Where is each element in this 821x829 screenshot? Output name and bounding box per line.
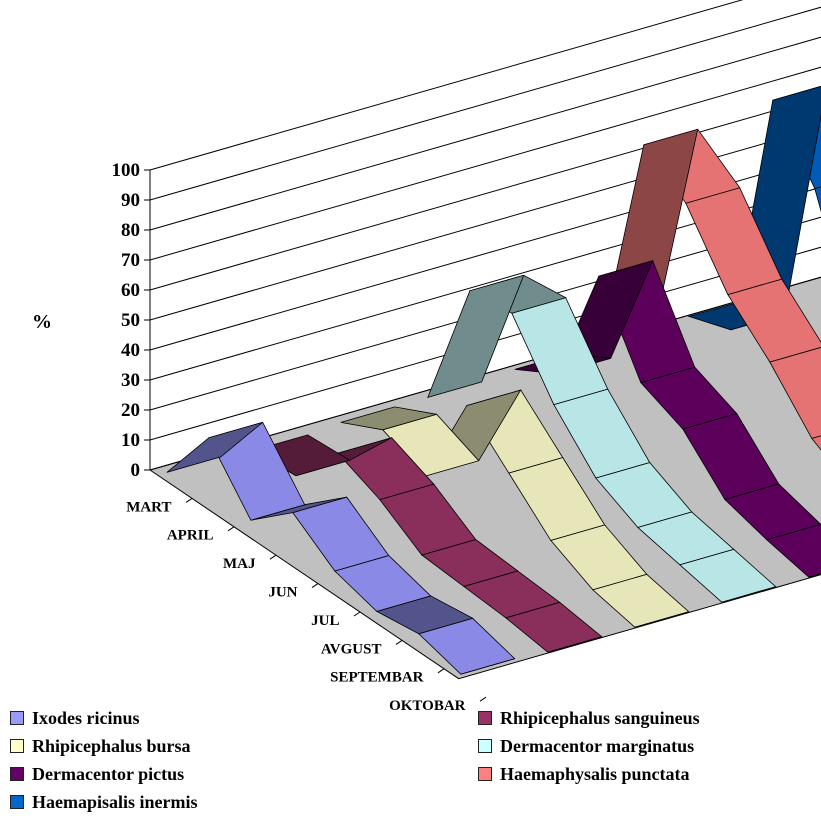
legend-label: Dermacentor pictus bbox=[32, 763, 185, 784]
ribbon-end bbox=[808, 573, 821, 578]
x-tick-mark bbox=[185, 497, 193, 503]
x-tick-label: OKTOBAR bbox=[389, 698, 466, 714]
gridlines bbox=[149, 0, 821, 471]
x-tick-label: MART bbox=[126, 499, 171, 515]
y-tick-label: 70 bbox=[121, 250, 140, 271]
gridline bbox=[149, 156, 821, 351]
y-tick-label: 50 bbox=[121, 310, 140, 331]
y-tick-label: 60 bbox=[121, 280, 140, 301]
legend-item: Haemaphysalis punctata bbox=[478, 762, 690, 786]
gridline bbox=[149, 216, 821, 411]
y-tick-label: 80 bbox=[121, 220, 140, 241]
legend-label: Rhipicephalus bursa bbox=[32, 735, 191, 756]
x-tick-mark bbox=[311, 583, 319, 589]
ribbon-segment bbox=[814, 186, 821, 213]
y-tick-label: 40 bbox=[121, 340, 140, 361]
gridline bbox=[149, 276, 821, 471]
legend-label: Ixodes ricinus bbox=[32, 707, 140, 728]
y-tick-label: 90 bbox=[121, 190, 140, 211]
x-tick-mark bbox=[395, 639, 403, 645]
ribbon-segment bbox=[811, 435, 821, 451]
x-tick-label: APRIL bbox=[167, 528, 214, 544]
gridline bbox=[149, 126, 821, 321]
legend-swatch bbox=[10, 711, 24, 725]
series-layer bbox=[166, 85, 821, 675]
x-tick-label: SEPTEMBAR bbox=[330, 670, 424, 686]
legend-item: Haemapisalis inermis bbox=[10, 790, 198, 814]
legend-item: Rhipicephalus bursa bbox=[10, 734, 191, 758]
x-tick-mark bbox=[437, 668, 445, 674]
x-tick-label: MAJ bbox=[223, 556, 256, 572]
legend-label: Haemaphysalis punctata bbox=[500, 763, 690, 784]
series-ribbon bbox=[166, 421, 516, 675]
y-tick-label: 30 bbox=[121, 370, 140, 391]
ribbon-segment bbox=[166, 421, 263, 473]
gridline bbox=[149, 66, 821, 261]
gridline bbox=[149, 186, 821, 381]
ribbon-end bbox=[721, 586, 776, 603]
x-tick-label: JUL bbox=[311, 613, 339, 629]
series-ribbon bbox=[427, 274, 777, 603]
legend-label: Dermacentor marginatus bbox=[500, 735, 695, 756]
legend-swatch bbox=[10, 795, 24, 809]
legend-item: Rhipicephalus sanguineus bbox=[478, 706, 700, 730]
x-tick-label: JUN bbox=[268, 585, 297, 601]
ribbon-segment bbox=[340, 406, 437, 431]
legend: Ixodes ricinus Rhipicephalus sanguineus Rh… bbox=[0, 700, 821, 829]
y-axis-ticks: 0 10 20 30 40 50 60 70 80 90 100 bbox=[112, 160, 150, 481]
ribbon-end bbox=[460, 658, 515, 675]
legend-label: Rhipicephalus sanguineus bbox=[500, 707, 700, 728]
y-tick-label: 100 bbox=[112, 160, 141, 181]
x-tick-mark bbox=[269, 554, 277, 560]
legend-item: Dermacentor pictus bbox=[10, 762, 184, 786]
y-tick-label: 10 bbox=[121, 430, 140, 451]
legend-item: Ixodes ricinus bbox=[10, 706, 140, 730]
gridline bbox=[149, 96, 821, 291]
gridline bbox=[149, 36, 821, 231]
x-tick-mark bbox=[227, 526, 235, 532]
legend-swatch bbox=[478, 711, 492, 725]
gridline bbox=[149, 0, 744, 171]
y-tick-label: 0 bbox=[131, 460, 141, 481]
series-ribbon bbox=[252, 434, 603, 653]
series-ribbon bbox=[514, 260, 821, 578]
series-ribbon bbox=[340, 389, 690, 628]
legend-swatch bbox=[10, 767, 24, 781]
x-tick-mark bbox=[353, 611, 361, 617]
legend-swatch bbox=[478, 767, 492, 781]
ribbon-end bbox=[547, 636, 602, 653]
y-tick-label: 20 bbox=[121, 400, 140, 421]
ribbon-end bbox=[634, 611, 689, 628]
legend-item: Dermacentor marginatus bbox=[478, 734, 694, 758]
gridline bbox=[149, 6, 821, 201]
legend-swatch bbox=[10, 739, 24, 753]
gridline bbox=[149, 246, 821, 441]
legend-swatch bbox=[478, 739, 492, 753]
x-axis-ticks: MART APRIL MAJ JUN JUL AVGUST SEPTEMBAR OKTOBAR bbox=[126, 497, 487, 714]
x-tick-label: AVGUST bbox=[321, 641, 382, 657]
y-axis-label: % bbox=[32, 311, 52, 333]
x-tick-mark bbox=[479, 696, 487, 702]
ribbon-segment bbox=[427, 274, 525, 399]
legend-label: Haemapisalis inermis bbox=[32, 791, 198, 812]
